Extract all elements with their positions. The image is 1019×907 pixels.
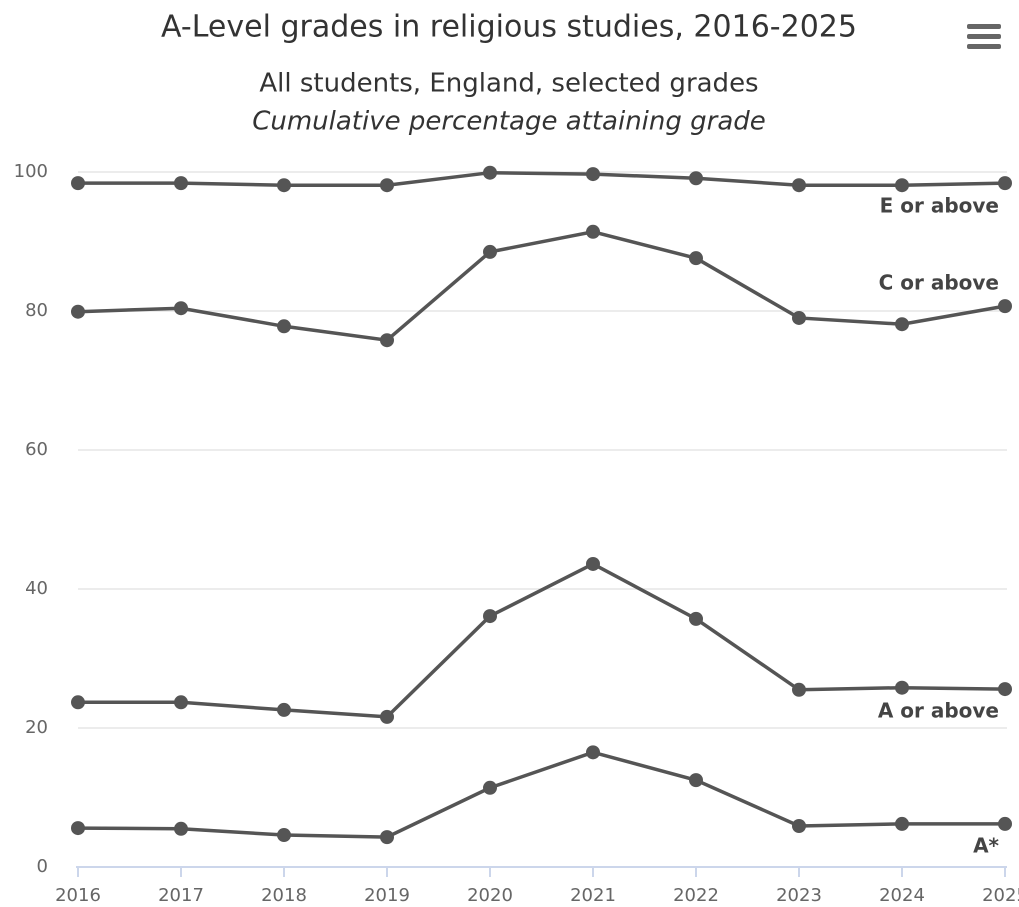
data-point [586, 556, 600, 571]
data-point [483, 165, 497, 180]
x-tick-label: 2017 [158, 885, 204, 906]
y-tick-label: 40 [25, 578, 48, 599]
x-tick-label: 2024 [879, 885, 925, 906]
data-point [71, 821, 85, 836]
data-point [277, 828, 291, 843]
chart-subtitle-italic: Cumulative percentage attaining grade [252, 107, 766, 137]
data-point [792, 818, 806, 833]
data-point [689, 251, 703, 266]
series-label: A* [973, 833, 999, 857]
series-line [78, 170, 1006, 187]
chart-title: A-Level grades in religious studies, 201… [161, 10, 857, 45]
data-point [71, 304, 85, 319]
data-point [174, 821, 188, 836]
data-point [277, 702, 291, 717]
data-point [689, 171, 703, 186]
x-tick-label: 2025 [982, 885, 1019, 906]
y-tick-label: 100 [14, 161, 48, 182]
data-point [998, 682, 1012, 697]
data-point [895, 178, 909, 193]
series-line [77, 750, 1005, 839]
data-point [792, 310, 806, 325]
data-point [998, 816, 1012, 831]
data-point [998, 299, 1012, 314]
data-point [689, 773, 703, 788]
y-tick-label: 80 [25, 300, 48, 321]
data-point [174, 176, 188, 191]
menu-button[interactable] [967, 24, 1001, 49]
x-tick-label: 2020 [467, 885, 513, 906]
data-point [586, 745, 600, 760]
data-point [380, 333, 394, 348]
data-point [483, 244, 497, 259]
data-point [277, 319, 291, 334]
y-tick-label: 60 [25, 439, 48, 460]
menu-bar [967, 34, 1001, 39]
data-point [174, 695, 188, 710]
data-point [895, 816, 909, 831]
chart-subtitle: All students, England, selected grades [259, 69, 758, 99]
y-tick-label: 20 [25, 717, 48, 738]
data-point [689, 611, 703, 626]
series-line [78, 562, 1006, 719]
data-point [998, 176, 1012, 191]
menu-bar [967, 44, 1001, 49]
data-point [586, 224, 600, 239]
series-label: E or above [880, 194, 999, 218]
x-tick-label: 2022 [673, 885, 719, 906]
data-point [380, 830, 394, 845]
series-line [77, 229, 1006, 343]
data-point [792, 178, 806, 193]
x-tick-label: 2016 [55, 885, 101, 906]
data-point [174, 301, 188, 316]
data-point [277, 178, 291, 193]
data-point [483, 609, 497, 624]
data-point [483, 780, 497, 795]
x-tick-label: 2018 [261, 885, 307, 906]
x-tick-label: 2021 [570, 885, 616, 906]
data-point [586, 167, 600, 182]
x-tick-label: 2023 [776, 885, 822, 906]
data-point [71, 176, 85, 191]
series-label: A or above [878, 699, 999, 723]
series-label: C or above [879, 271, 999, 295]
data-point [71, 695, 85, 710]
menu-bar [967, 24, 1001, 29]
data-point [895, 680, 909, 695]
data-point [792, 682, 806, 697]
data-point [380, 709, 394, 724]
x-tick-label: 2019 [364, 885, 410, 906]
y-tick-label: 0 [37, 856, 48, 877]
data-point [380, 178, 394, 193]
data-point [895, 317, 909, 332]
